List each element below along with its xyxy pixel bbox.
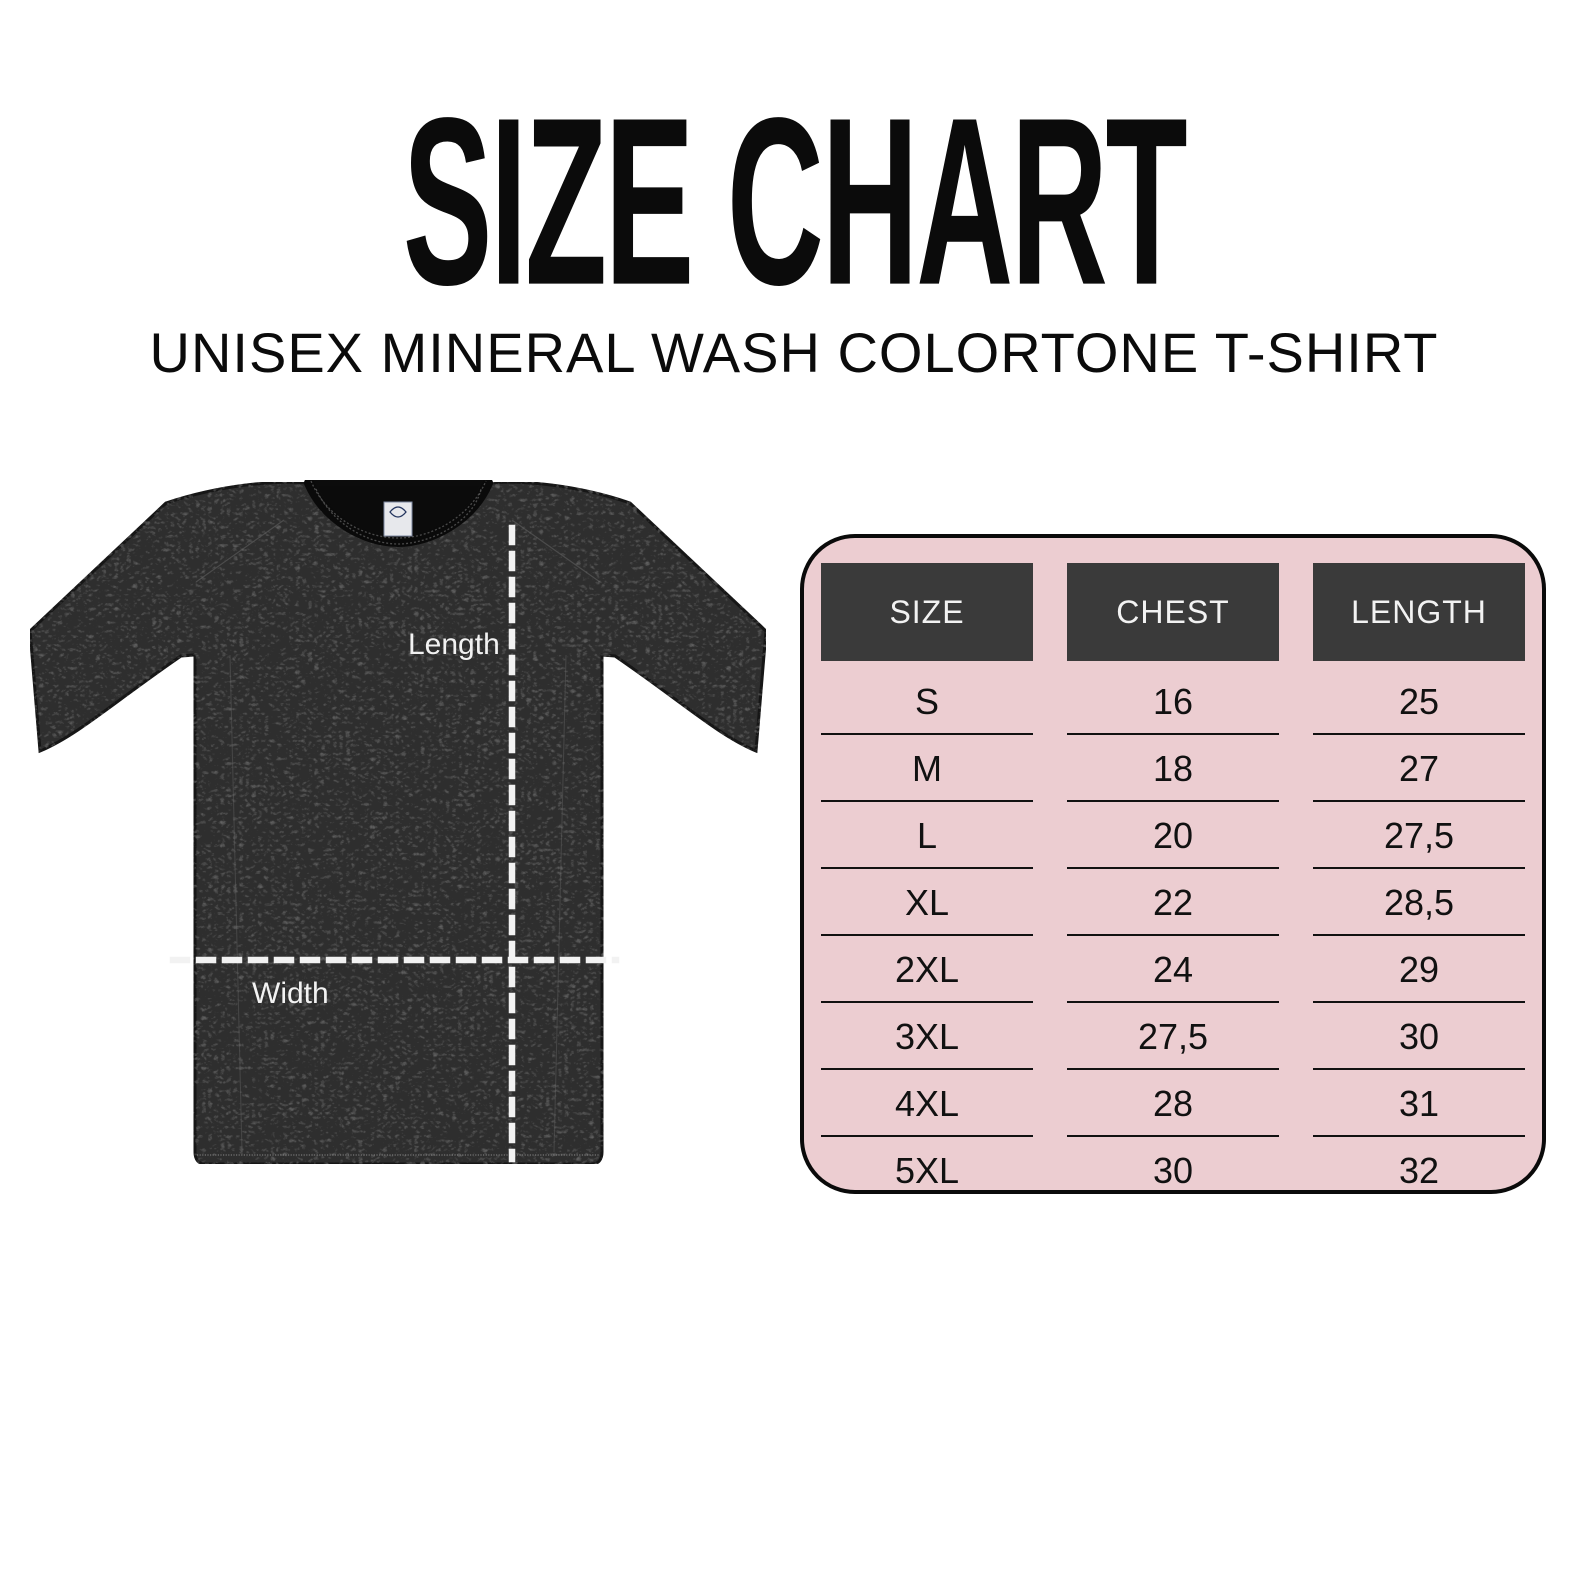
svg-text:Width: Width <box>252 977 329 1010</box>
svg-text:Length: Length <box>408 628 500 661</box>
